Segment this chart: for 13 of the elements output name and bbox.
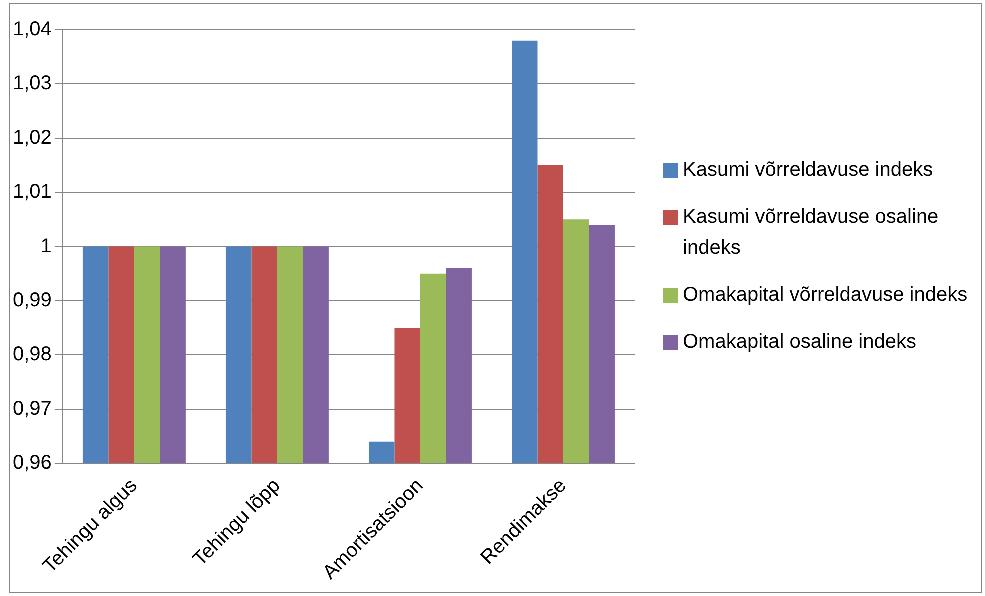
y-tick-label: 0,97 (12, 398, 52, 420)
y-tick-label: 1,02 (12, 126, 52, 149)
legend-label: Omakapital võrreldavuse indeks (683, 283, 968, 308)
legend-label: Omakapital osaline indeks (683, 330, 916, 355)
y-tick-label: 0,96 (12, 452, 52, 474)
y-tick-label: 0,98 (12, 344, 52, 366)
legend-label: Kasumi võrreldavuse osaline indeks (683, 205, 940, 261)
y-tick-label: 1 (40, 235, 52, 258)
y-tick-label: 1,03 (12, 72, 52, 95)
y-tick-label: 0,99 (12, 289, 52, 312)
y-tick-label: 1,04 (12, 18, 52, 41)
y-tick-label: 1,01 (12, 181, 52, 204)
legend-label: Kasumi võrreldavuse indeks (683, 158, 934, 183)
